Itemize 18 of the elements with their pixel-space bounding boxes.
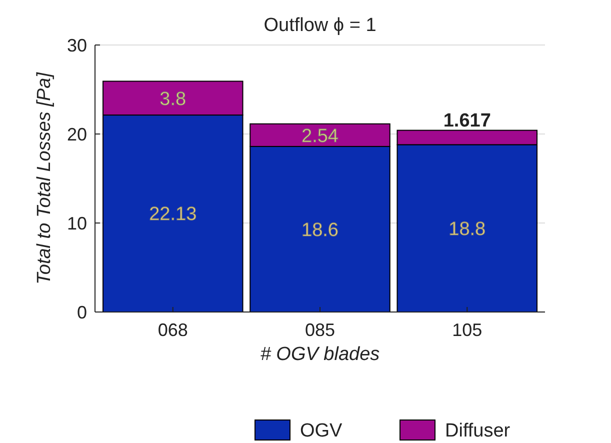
x-axis-title: # OGV blades (260, 344, 380, 365)
chart-title: Outflow ϕ = 1 (264, 15, 376, 36)
x-tick-label: 105 (452, 320, 482, 340)
y-axis-title: Total to Total Losses [Pa] (34, 72, 55, 284)
legend-label: Diffuser (445, 420, 511, 442)
legend-label: OGV (300, 420, 343, 442)
x-tick-label: 068 (158, 320, 188, 340)
data-label: 18.6 (302, 220, 338, 241)
y-tick-label: 10 (66, 213, 87, 234)
y-tick-label: 20 (66, 124, 87, 144)
data-label: 18.8 (448, 218, 486, 240)
y-tick-label: 0 (76, 302, 87, 322)
x-tick-label: 085 (304, 320, 336, 340)
data-label: 2.54 (302, 126, 339, 147)
data-label: 22.13 (149, 204, 197, 226)
data-label: 1.617 (443, 110, 491, 132)
data-label: 3.8 (160, 88, 186, 110)
y-tick-label: 30 (66, 35, 87, 56)
